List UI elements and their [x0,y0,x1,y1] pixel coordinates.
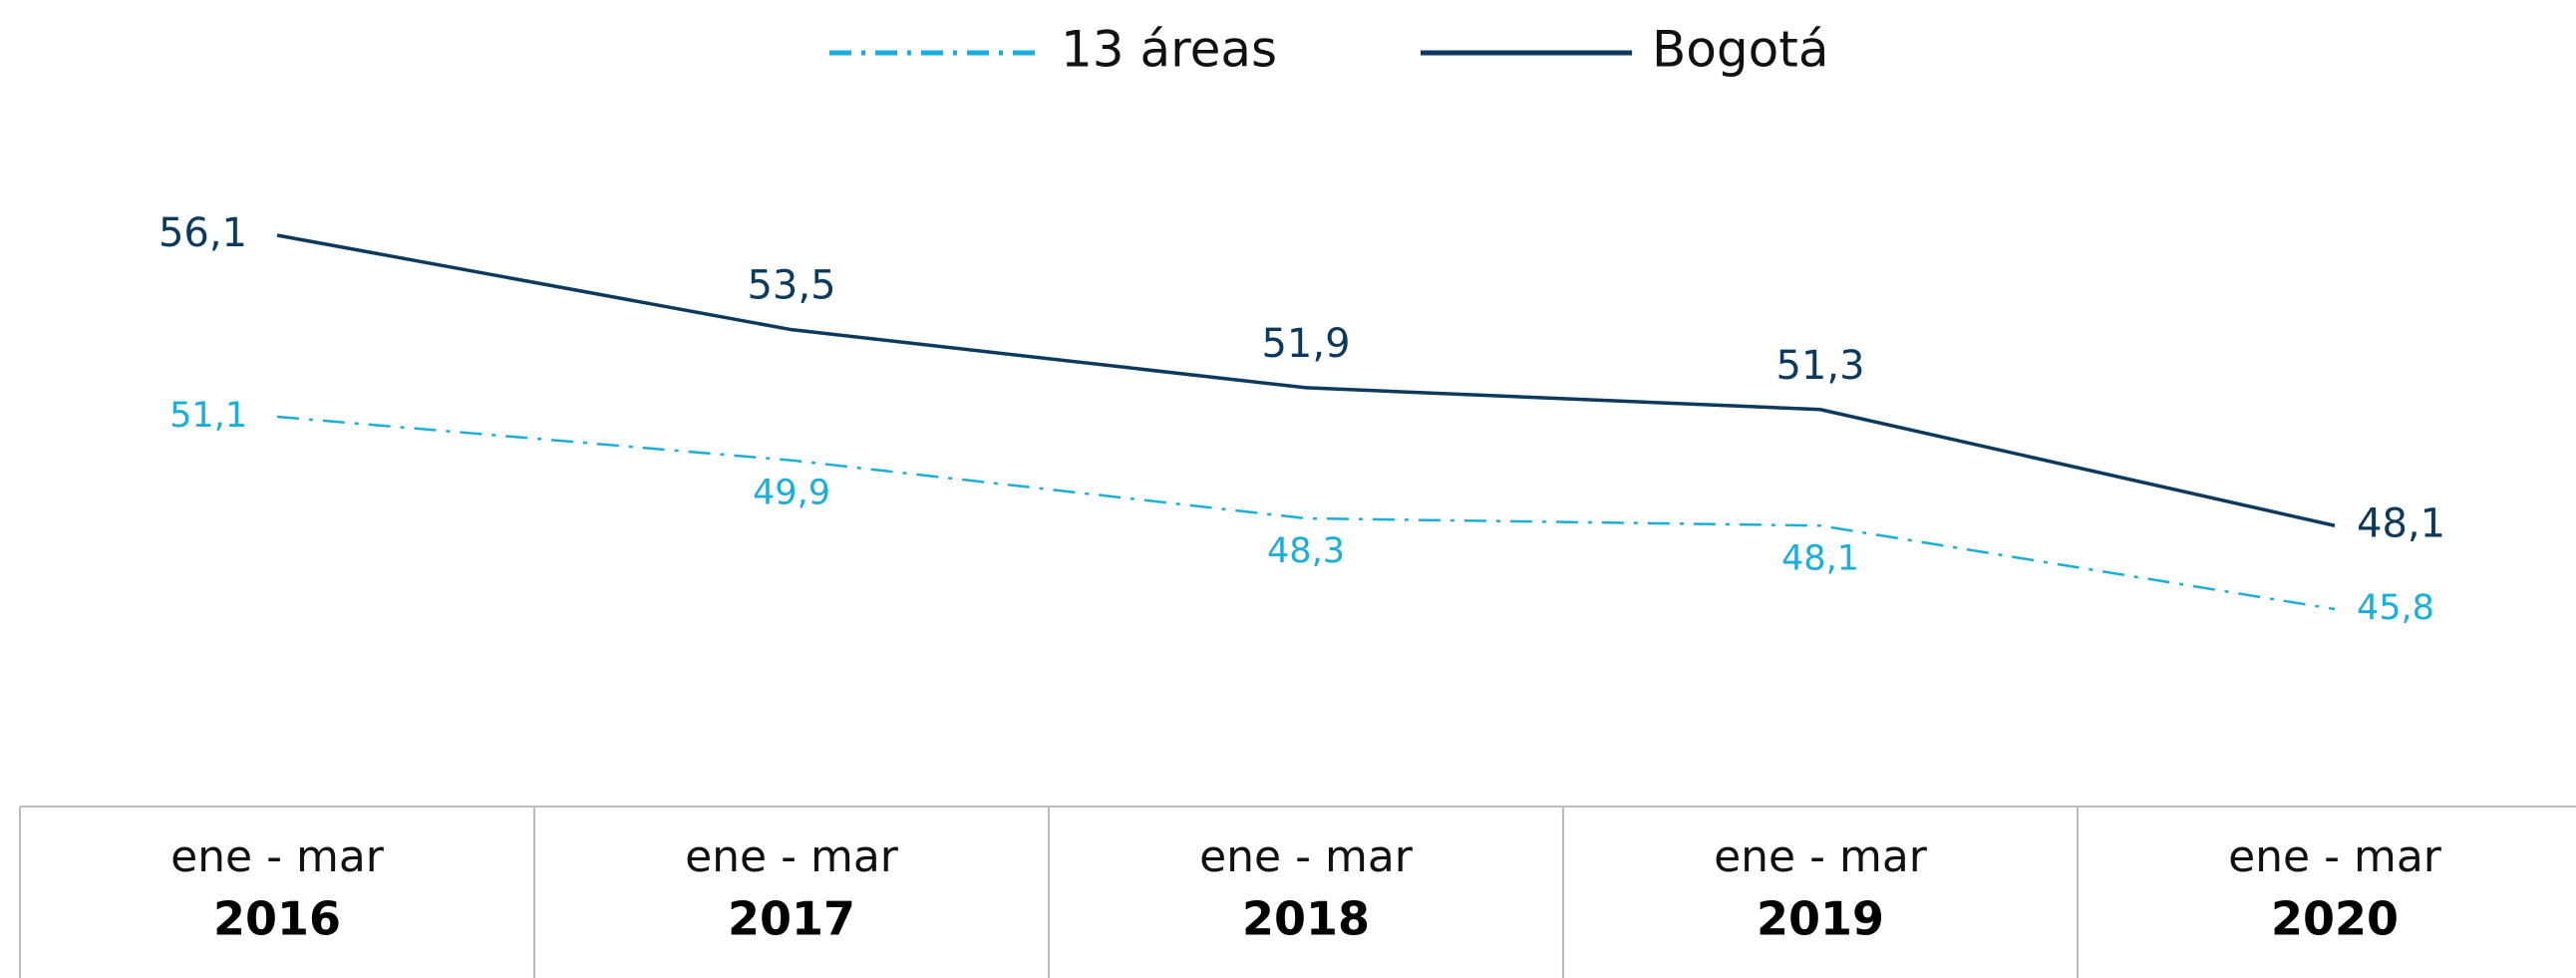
data-label: 51,1 [169,396,247,436]
x-tick-label: 2019 [1757,892,1884,946]
x-tick-label: 2018 [1242,892,1370,946]
data-label: 48,3 [1267,531,1345,571]
x-tick-label: 2016 [213,892,341,946]
data-label: 49,9 [753,474,830,513]
x-tick-label: 2020 [2271,892,2399,946]
x-tick-label: ene - mar [2228,831,2442,882]
line [276,233,2336,527]
x-tick-label: ene - mar [170,831,385,882]
data-label: 48,1 [2357,500,2445,546]
legend-label: 13 áreas [1061,21,1277,79]
data-label: 56,1 [159,210,247,256]
data-label: 45,8 [2357,588,2434,628]
x-tick-label: ene - mar [1714,831,1928,882]
data-label: 51,9 [1261,321,1350,367]
x-tick-label: ene - mar [1199,831,1414,882]
data-label: 53,5 [747,263,835,309]
data-label: 48,1 [1781,538,1859,578]
data-label: 51,3 [1775,343,1864,389]
x-tick-label: ene - mar [685,831,899,882]
line [276,415,2336,611]
x-tick-label: 2017 [728,892,855,946]
legend-label: Bogotá [1652,21,1828,79]
